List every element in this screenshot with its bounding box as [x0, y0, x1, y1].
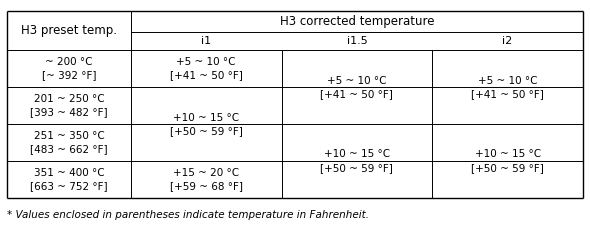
- Text: i2: i2: [503, 36, 513, 46]
- Text: +15 ~ 20 °C
[+59 ~ 68 °F]: +15 ~ 20 °C [+59 ~ 68 °F]: [170, 168, 242, 191]
- Text: +5 ~ 10 °C
[+41 ~ 50 °F]: +5 ~ 10 °C [+41 ~ 50 °F]: [170, 57, 242, 80]
- Text: ~ 200 °C
[~ 392 °F]: ~ 200 °C [~ 392 °F]: [42, 57, 96, 80]
- Text: * Values enclosed in parentheses indicate temperature in Fahrenheit.: * Values enclosed in parentheses indicat…: [7, 210, 369, 220]
- Text: 251 ~ 350 °C
[483 ~ 662 °F]: 251 ~ 350 °C [483 ~ 662 °F]: [30, 131, 108, 154]
- Text: +5 ~ 10 °C
[+41 ~ 50 °F]: +5 ~ 10 °C [+41 ~ 50 °F]: [320, 76, 394, 99]
- Text: +10 ~ 15 °C
[+50 ~ 59 °F]: +10 ~ 15 °C [+50 ~ 59 °F]: [170, 113, 242, 136]
- Text: 201 ~ 250 °C
[393 ~ 482 °F]: 201 ~ 250 °C [393 ~ 482 °F]: [30, 94, 108, 117]
- Text: i1: i1: [201, 36, 211, 46]
- Text: +10 ~ 15 °C
[+50 ~ 59 °F]: +10 ~ 15 °C [+50 ~ 59 °F]: [471, 149, 544, 173]
- Text: 351 ~ 400 °C
[663 ~ 752 °F]: 351 ~ 400 °C [663 ~ 752 °F]: [30, 168, 108, 191]
- Text: H3 corrected temperature: H3 corrected temperature: [280, 15, 434, 28]
- Text: H3 preset temp.: H3 preset temp.: [21, 24, 117, 37]
- Text: +10 ~ 15 °C
[+50 ~ 59 °F]: +10 ~ 15 °C [+50 ~ 59 °F]: [320, 149, 394, 173]
- Text: i1.5: i1.5: [346, 36, 368, 46]
- Text: +5 ~ 10 °C
[+41 ~ 50 °F]: +5 ~ 10 °C [+41 ~ 50 °F]: [471, 76, 544, 99]
